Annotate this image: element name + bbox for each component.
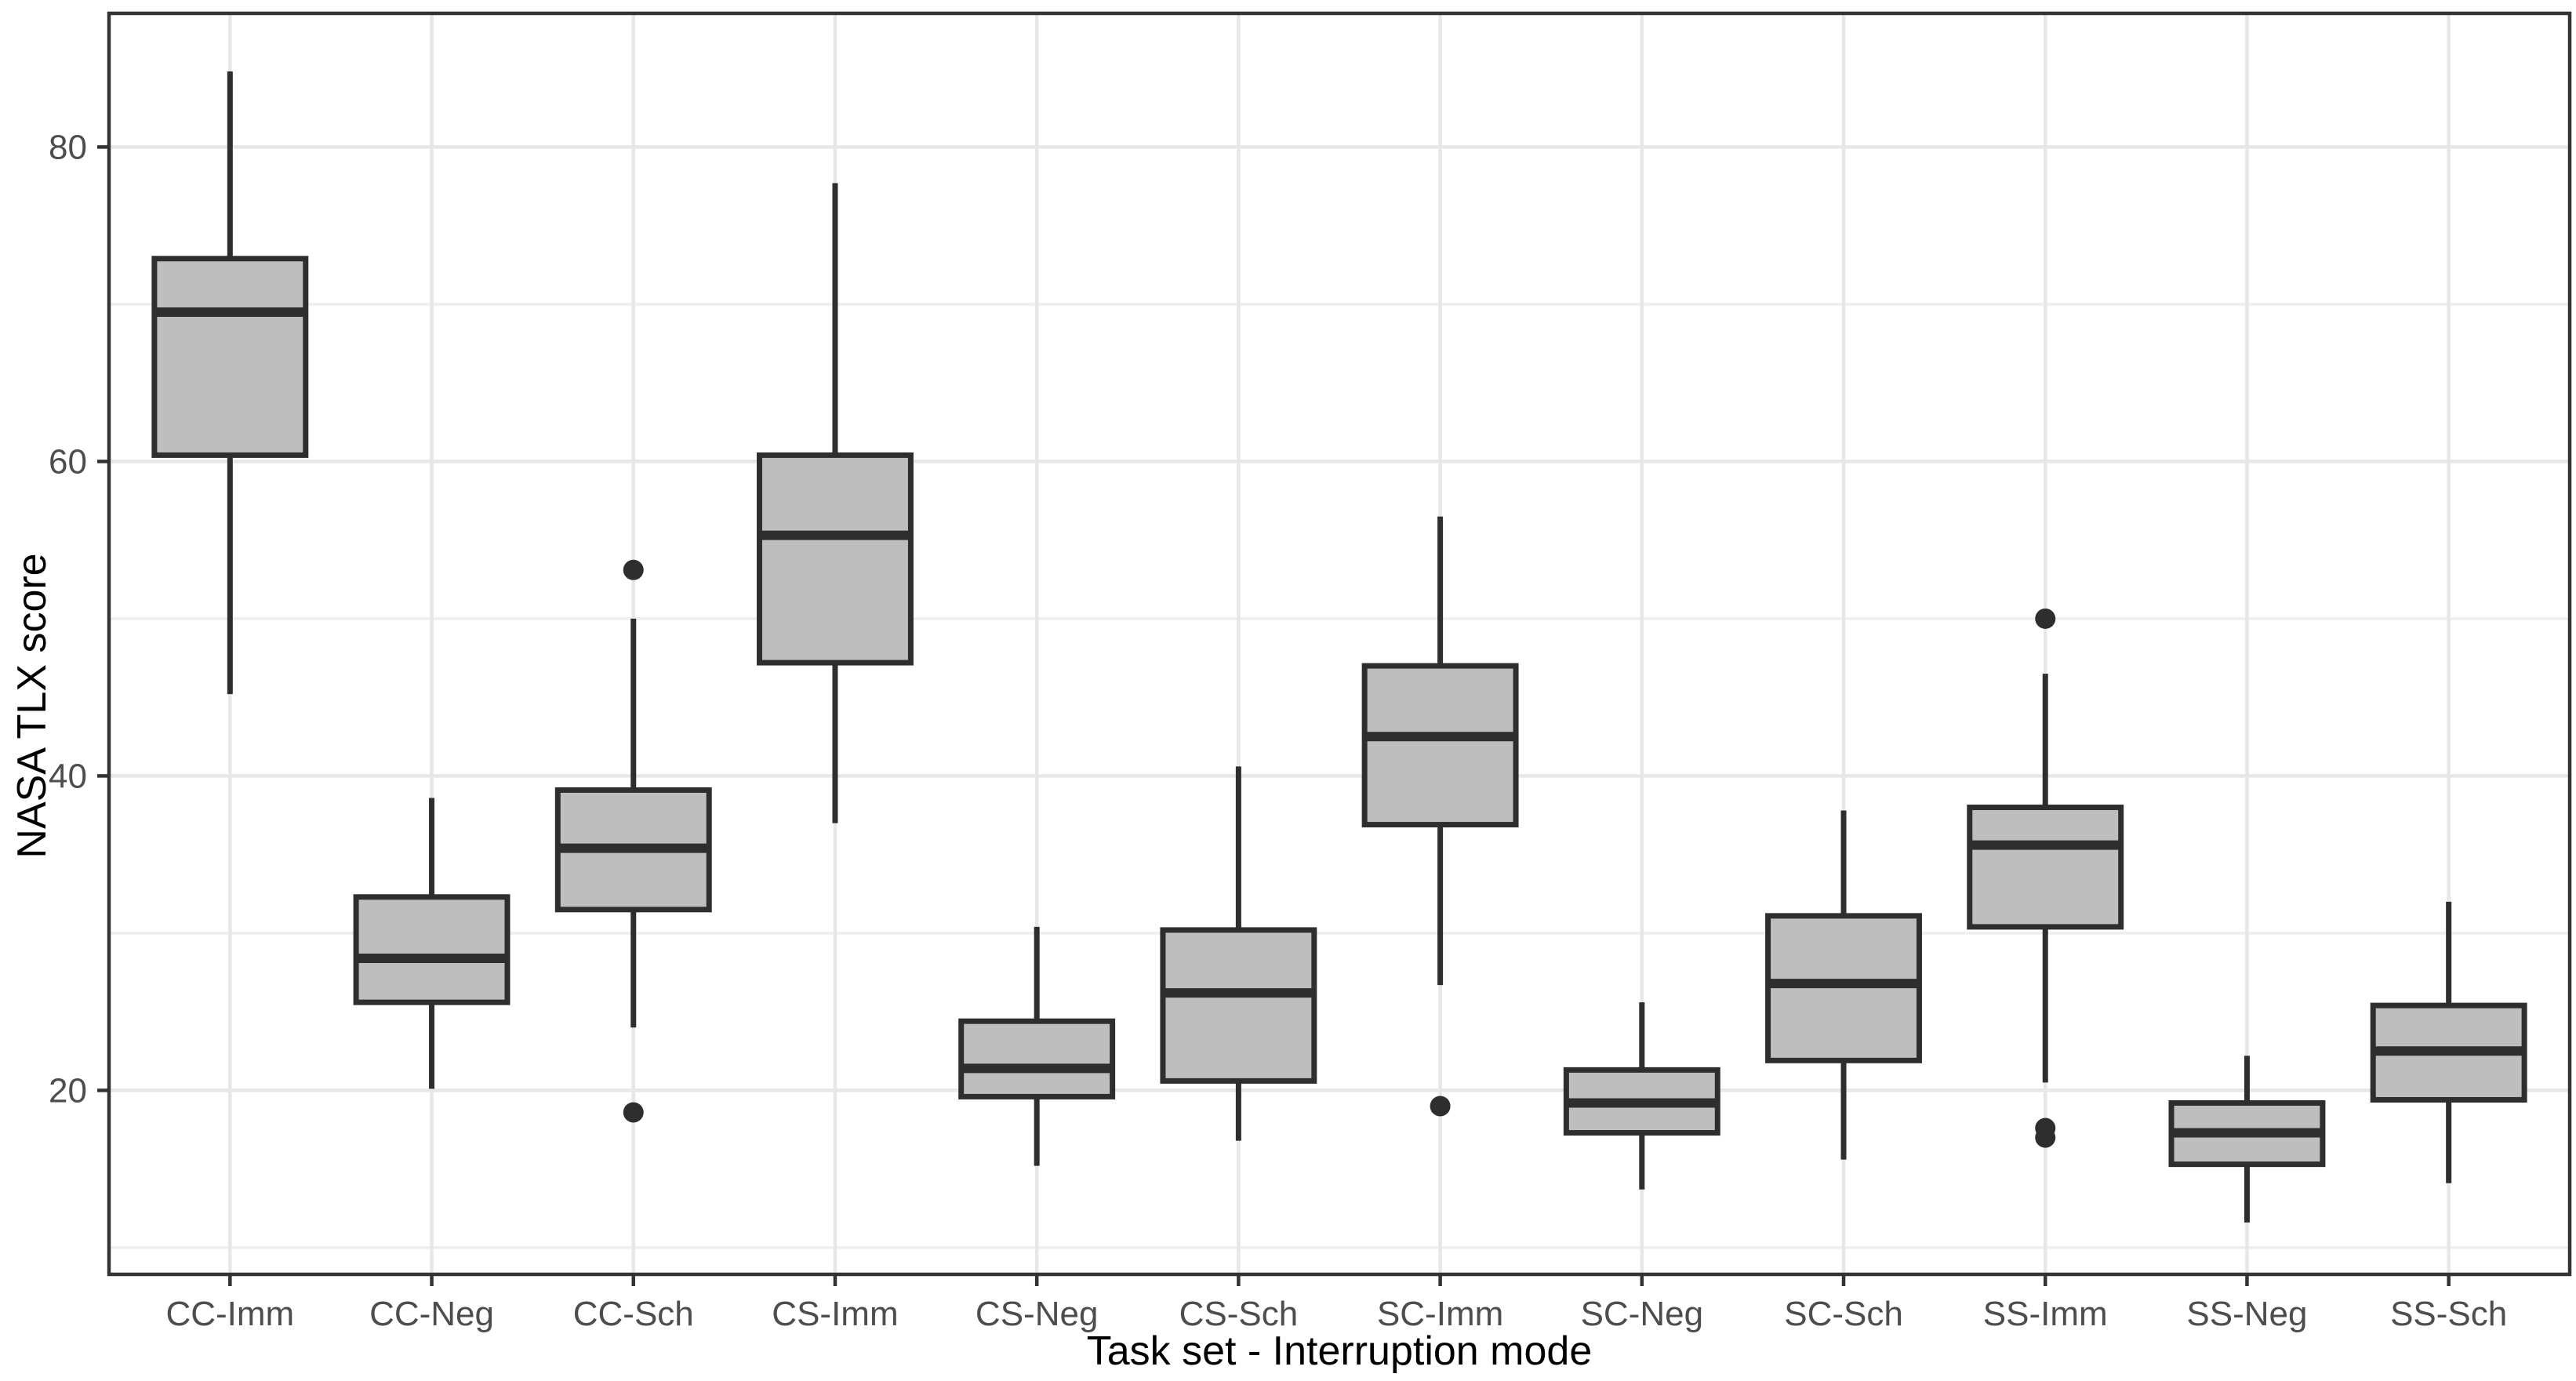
x-axis-title: Task set - Interruption mode: [1087, 1328, 1593, 1374]
outlier-point: [623, 1102, 644, 1123]
boxplot-SC-Sch: [1765, 810, 1922, 1160]
x-tick-label: CS-Sch: [1179, 1295, 1299, 1333]
box: [151, 256, 309, 458]
y-tick-label: 20: [49, 1071, 87, 1110]
x-tick-label: CC-Sch: [573, 1295, 694, 1333]
box: [757, 452, 914, 666]
box: [958, 1018, 1116, 1099]
outlier-point: [2035, 608, 2056, 629]
box: [1361, 663, 1519, 828]
outlier-point: [1430, 1096, 1451, 1117]
x-tick-label: CC-Neg: [369, 1295, 494, 1333]
grid-layer: [109, 13, 2570, 1274]
boxplot-CC-Imm: [151, 71, 309, 695]
boxplot-CS-Sch: [1160, 766, 1317, 1141]
box-layer: [151, 71, 2527, 1223]
tick-layer: 20 40 60 80 CC-Imm CC-Neg CC-Sch CS-Imm CS-Neg CS…: [49, 128, 2507, 1333]
outlier-point: [2035, 1127, 2056, 1148]
x-tick-label: SS-Sch: [2390, 1295, 2507, 1333]
y-tick-label: 80: [49, 128, 87, 166]
boxplot-CC-Neg: [353, 798, 510, 1089]
box: [1765, 913, 1922, 1063]
outlier-point: [623, 559, 644, 580]
x-tick-label: CS-Neg: [976, 1295, 1099, 1333]
box: [1967, 805, 2124, 930]
box: [353, 894, 510, 1005]
boxplot-SS-Imm: [1967, 608, 2124, 1148]
box: [1160, 927, 1317, 1084]
boxplot-SC-Neg: [1563, 1002, 1720, 1190]
boxplot-SS-Sch: [2370, 901, 2527, 1183]
boxplot-CS-Imm: [757, 183, 914, 823]
x-tick-label: SC-Imm: [1377, 1295, 1503, 1333]
y-tick-label: 60: [49, 442, 87, 481]
x-tick-label: CC-Imm: [165, 1295, 294, 1333]
boxplot-SC-Imm: [1361, 516, 1519, 1117]
panel-frame-layer: [107, 11, 2572, 1277]
panel-background: [109, 13, 2570, 1274]
boxplot-CC-Sch: [554, 559, 712, 1123]
x-tick-label: SS-Imm: [1983, 1295, 2108, 1333]
panel-border: [107, 11, 2572, 1277]
x-tick-label: SS-Neg: [2186, 1295, 2307, 1333]
boxplot-SS-Neg: [2168, 1056, 2326, 1223]
x-tick-label: SC-Neg: [1581, 1295, 1704, 1333]
y-tick-label: 40: [49, 757, 87, 795]
x-tick-label: CS-Imm: [772, 1295, 898, 1333]
x-tick-label: SC-Sch: [1784, 1295, 1903, 1333]
boxplot-CS-Neg: [958, 926, 1116, 1166]
y-axis-title: NASA TLX score: [9, 553, 55, 858]
